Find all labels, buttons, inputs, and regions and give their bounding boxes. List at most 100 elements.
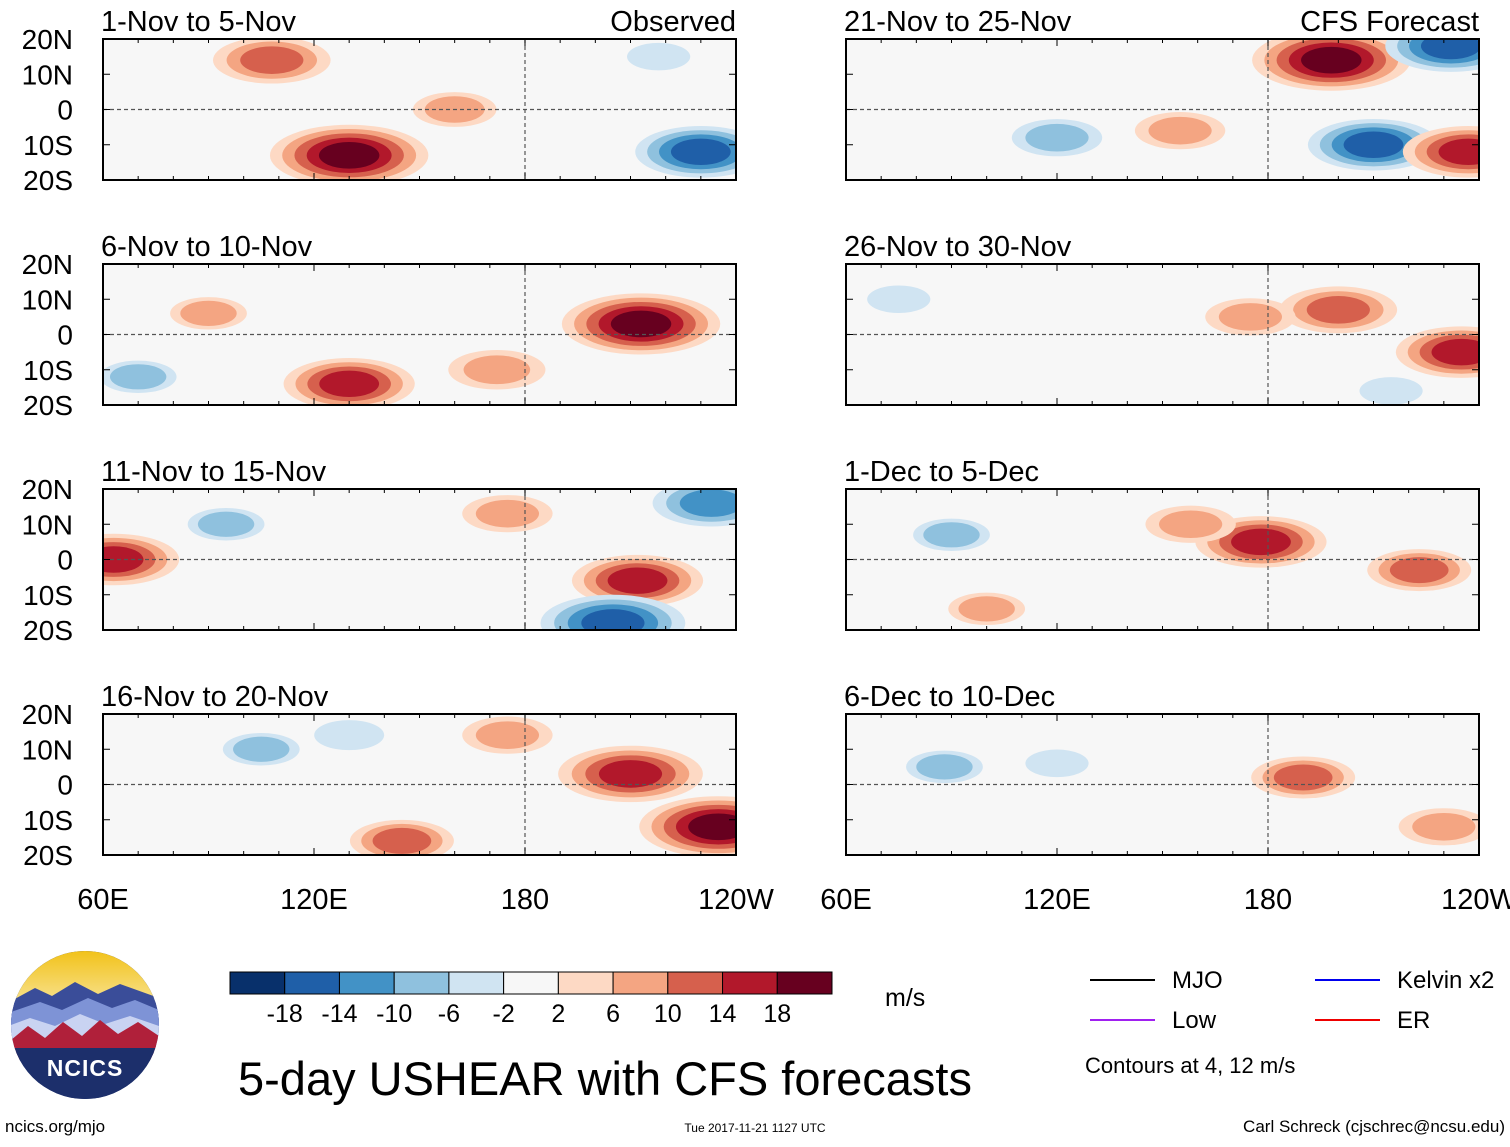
panel-label: 6-Dec to 10-Dec: [844, 681, 1055, 713]
colorbar-units: m/s: [885, 984, 925, 1012]
anomaly-blob: [1420, 39, 1479, 60]
anomaly-field: [213, 39, 736, 180]
anomaly-blob: [1159, 510, 1223, 539]
colorbar: -18 -14 -10 -6 -2 2 6 10 14 18: [229, 971, 833, 1028]
panel-label: 21-Nov to 25-Nov: [844, 6, 1072, 38]
anomaly-field: [906, 749, 1479, 846]
colorbar-label: 6: [606, 1000, 620, 1028]
colorbar-swatch: [229, 971, 286, 995]
panel-label: 1-Dec to 5-Dec: [844, 456, 1039, 488]
y-tick-label: 10S: [23, 130, 73, 161]
anomaly-blob: [958, 596, 1015, 622]
anomaly-blob: [1301, 46, 1362, 74]
anomaly-blob: [1025, 123, 1089, 152]
y-tick-label: 0: [57, 545, 73, 576]
anomaly-blob: [1412, 813, 1476, 841]
panel-tag: CFS Forecast: [1300, 6, 1479, 38]
y-tick-label: 10S: [23, 580, 73, 611]
anomaly-blob: [318, 142, 380, 169]
colorbar-label: -10: [376, 1000, 412, 1028]
anomaly-blob: [240, 46, 304, 74]
y-tick-label: 20S: [23, 840, 73, 871]
footer-timestamp: Tue 2017-11-21 1127 UTC: [684, 1121, 826, 1135]
colorbar-swatch: [557, 971, 614, 995]
panel-label: 1-Nov to 5-Nov: [101, 6, 297, 38]
y-tick-label: 10N: [22, 59, 73, 90]
colorbar-label: -2: [493, 1000, 515, 1028]
colorbar-swatch: [503, 971, 559, 995]
anomaly-blob: [180, 300, 237, 326]
anomaly-blob: [1389, 557, 1449, 584]
legend-label: Low: [1172, 1007, 1217, 1034]
y-tick-label: 10N: [22, 509, 73, 540]
colorbar-label: 2: [551, 1000, 565, 1028]
ncics-logo: NCICS: [11, 951, 159, 1099]
anomaly-blob: [1148, 116, 1212, 145]
anomaly-blob: [1306, 296, 1370, 324]
panel-2: 20N 10N 0 10S 20S 6-Nov to 10-Nov: [22, 231, 737, 421]
colorbar-swatch: [667, 971, 724, 995]
anomaly-field: [103, 293, 721, 405]
y-tick-label: 10N: [22, 284, 73, 315]
anomaly-blob: [679, 489, 736, 517]
x-tick-label: 120E: [1023, 884, 1091, 916]
anomaly-blob: [463, 355, 531, 385]
x-tick-label: 120W: [698, 884, 774, 916]
anomaly-blob: [598, 760, 663, 788]
y-tick-label: 0: [57, 320, 73, 351]
anomaly-blob: [1438, 138, 1479, 165]
anomaly-field: [913, 505, 1472, 626]
y-tick-label: 20N: [22, 24, 73, 55]
anomaly-blob: [233, 736, 290, 762]
x-tick-label: 60E: [820, 884, 872, 916]
anomaly-blob: [1231, 528, 1291, 556]
colorbar-swatch: [448, 971, 505, 995]
panel-label: 11-Nov to 15-Nov: [101, 456, 327, 488]
legend: MJO Kelvin x2 Low ER: [1090, 967, 1494, 1034]
y-tick-label: 20N: [22, 249, 73, 280]
logo-text: NCICS: [47, 1055, 124, 1081]
x-tick-label: 180: [501, 884, 549, 916]
colorbar-label: -6: [438, 1000, 460, 1028]
panel-5: 21-Nov to 25-Nov CFS Forecast: [844, 6, 1480, 181]
x-tick-label: 180: [1244, 884, 1292, 916]
y-tick-label: 10S: [23, 355, 73, 386]
anomaly-blob: [1343, 131, 1404, 158]
panel-3: 20N 10N 0 10S 20S 11-Nov to 15-Nov: [22, 456, 737, 646]
anomaly-blob: [475, 721, 540, 749]
anomaly-blob: [1431, 338, 1479, 366]
anomaly-blob: [372, 827, 432, 854]
panel-4: 20N 10N 0 10S 20S 16-Nov to 20-Nov 60E 120E 180 1…: [22, 681, 775, 916]
anomaly-blob: [103, 546, 144, 573]
y-tick-label: 20S: [23, 615, 73, 646]
x-tick-label: 120W: [1441, 884, 1510, 916]
legend-label: Kelvin x2: [1397, 967, 1494, 994]
y-tick-label: 0: [57, 95, 73, 126]
colorbar-swatch: [284, 971, 340, 995]
anomaly-blob: [314, 720, 385, 751]
panel-label: 26-Nov to 30-Nov: [844, 231, 1072, 263]
y-tick-label: 20S: [23, 165, 73, 196]
anomaly-blob: [109, 364, 167, 390]
colorbar-label: -14: [321, 1000, 357, 1028]
anomaly-field: [867, 285, 1479, 405]
panel-6: 26-Nov to 30-Nov: [844, 231, 1480, 406]
anomaly-blob: [1359, 377, 1423, 405]
colorbar-label: 10: [654, 1000, 682, 1028]
panels-layer: 20N 10N 0 10S 20S 1-Nov to 5-Nov Observed 20N 10…: [22, 6, 1510, 916]
panel-label: 16-Nov to 20-Nov: [101, 681, 329, 713]
anomaly-blob: [670, 138, 731, 165]
y-tick-label: 10N: [22, 734, 73, 765]
colorbar-swatch: [338, 971, 395, 995]
anomaly-blob: [197, 511, 255, 537]
anomaly-blob: [867, 285, 931, 314]
legend-label: ER: [1397, 1007, 1430, 1034]
y-tick-label: 20N: [22, 474, 73, 505]
colorbar-swatch: [612, 971, 669, 995]
panel-8: 6-Dec to 10-Dec 60E 120E 180 120W: [820, 681, 1510, 916]
anomaly-blob: [1273, 764, 1333, 791]
anomaly-blob: [923, 522, 980, 548]
panel-1: 20N 10N 0 10S 20S 1-Nov to 5-Nov Observed: [22, 6, 737, 196]
contour-note: Contours at 4, 12 m/s: [1085, 1053, 1295, 1078]
